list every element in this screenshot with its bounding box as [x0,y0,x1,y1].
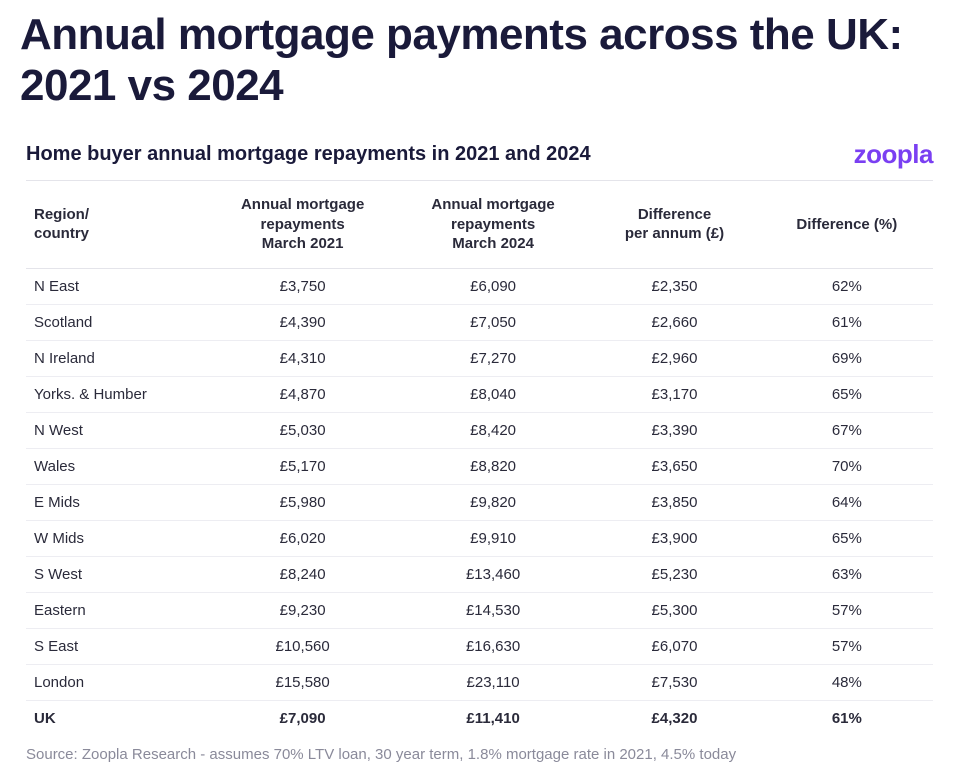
table-row: Yorks. & Humber£4,870£8,040£3,17065% [26,376,933,412]
table-row: N Ireland£4,310£7,270£2,96069% [26,340,933,376]
mortgage-table: Region/country Annual mortgagerepayments… [26,180,933,736]
table-row: S East£10,560£16,630£6,07057% [26,628,933,664]
table-row: W Mids£6,020£9,910£3,90065% [26,520,933,556]
table-row: Eastern£9,230£14,530£5,30057% [26,592,933,628]
cell-value: £3,390 [588,412,760,448]
table-total-row: UK£7,090£11,410£4,32061% [26,700,933,736]
cell-value: £7,270 [398,340,588,376]
brand-logo: zoopla [854,139,933,170]
cell-region: W Mids [26,520,207,556]
cell-value: £3,850 [588,484,760,520]
cell-value: 61% [761,304,933,340]
cell-value: 61% [761,700,933,736]
cell-region: E Mids [26,484,207,520]
table-panel: Home buyer annual mortgage repayments in… [20,139,939,763]
cell-value: £3,900 [588,520,760,556]
table-row: N West£5,030£8,420£3,39067% [26,412,933,448]
col-header-diff-pct: Difference (%) [761,181,933,269]
cell-value: £4,310 [207,340,397,376]
cell-value: 64% [761,484,933,520]
cell-region: Eastern [26,592,207,628]
cell-value: £23,110 [398,664,588,700]
cell-value: £6,020 [207,520,397,556]
cell-region: S East [26,628,207,664]
cell-value: £6,090 [398,268,588,304]
page-root: Annual mortgage payments across the UK: … [0,0,959,783]
cell-value: £7,050 [398,304,588,340]
col-header-diff-abs: Differenceper annum (£) [588,181,760,269]
col-header-2021: Annual mortgagerepaymentsMarch 2021 [207,181,397,269]
cell-value: £10,560 [207,628,397,664]
table-row: S West£8,240£13,460£5,23063% [26,556,933,592]
cell-value: 48% [761,664,933,700]
source-note: Source: Zoopla Research - assumes 70% LT… [26,746,933,763]
cell-value: 65% [761,520,933,556]
cell-value: £9,820 [398,484,588,520]
cell-value: £5,230 [588,556,760,592]
cell-value: 57% [761,628,933,664]
cell-value: £2,350 [588,268,760,304]
table-body: N East£3,750£6,090£2,35062%Scotland£4,39… [26,268,933,736]
cell-value: £13,460 [398,556,588,592]
cell-value: £7,530 [588,664,760,700]
cell-value: 67% [761,412,933,448]
col-header-2024: Annual mortgagerepaymentsMarch 2024 [398,181,588,269]
cell-value: £4,390 [207,304,397,340]
cell-value: £11,410 [398,700,588,736]
cell-value: £15,580 [207,664,397,700]
cell-value: £5,030 [207,412,397,448]
cell-value: £4,320 [588,700,760,736]
cell-region: London [26,664,207,700]
cell-value: 57% [761,592,933,628]
cell-value: £2,660 [588,304,760,340]
cell-value: £5,300 [588,592,760,628]
cell-region: Wales [26,448,207,484]
panel-header: Home buyer annual mortgage repayments in… [26,139,933,170]
cell-value: £8,820 [398,448,588,484]
cell-value: £5,170 [207,448,397,484]
cell-value: £9,230 [207,592,397,628]
cell-value: £8,240 [207,556,397,592]
cell-value: £9,910 [398,520,588,556]
cell-region: S West [26,556,207,592]
cell-value: 62% [761,268,933,304]
cell-value: £6,070 [588,628,760,664]
cell-value: £14,530 [398,592,588,628]
cell-region: N Ireland [26,340,207,376]
cell-value: 70% [761,448,933,484]
cell-value: £2,960 [588,340,760,376]
cell-value: £5,980 [207,484,397,520]
cell-value: 65% [761,376,933,412]
table-head: Region/country Annual mortgagerepayments… [26,181,933,269]
cell-value: £16,630 [398,628,588,664]
cell-value: £3,750 [207,268,397,304]
table-row: E Mids£5,980£9,820£3,85064% [26,484,933,520]
cell-value: 63% [761,556,933,592]
cell-value: £8,040 [398,376,588,412]
table-row: Wales£5,170£8,820£3,65070% [26,448,933,484]
cell-region: N West [26,412,207,448]
cell-value: 69% [761,340,933,376]
table-row: N East£3,750£6,090£2,35062% [26,268,933,304]
cell-value: £7,090 [207,700,397,736]
cell-value: £3,650 [588,448,760,484]
cell-value: £4,870 [207,376,397,412]
cell-value: £3,170 [588,376,760,412]
cell-region: Scotland [26,304,207,340]
panel-title: Home buyer annual mortgage repayments in… [26,143,591,166]
page-title: Annual mortgage payments across the UK: … [20,10,939,111]
col-header-region: Region/country [26,181,207,269]
table-row: Scotland£4,390£7,050£2,66061% [26,304,933,340]
cell-value: £8,420 [398,412,588,448]
cell-region: UK [26,700,207,736]
cell-region: Yorks. & Humber [26,376,207,412]
cell-region: N East [26,268,207,304]
table-row: London£15,580£23,110£7,53048% [26,664,933,700]
